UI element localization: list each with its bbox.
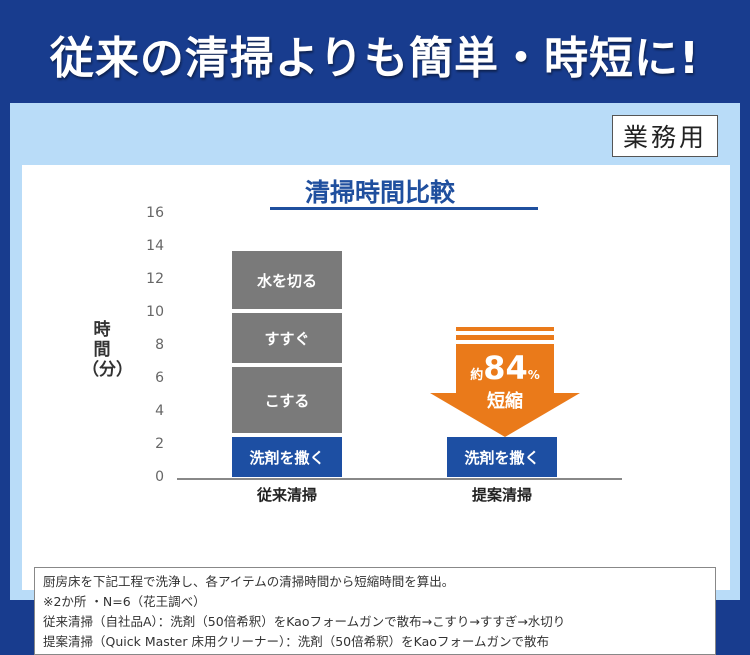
chart-panel: 清掃時間比較 時 間 （分） 16 14 12 10 8 6 4 2 0 洗剤を… — [22, 165, 730, 655]
bar-segment-scrub: こする — [232, 367, 342, 433]
y-tick: 14 — [146, 238, 164, 254]
chart-title-underline — [270, 207, 538, 210]
content-panel: 業務用 清掃時間比較 時 間 （分） 16 14 12 10 8 6 4 2 0… — [10, 103, 740, 655]
bar-segment-squeegee: 水を切る — [232, 251, 342, 309]
chart-title: 清掃時間比較 — [304, 178, 455, 207]
y-tick: 8 — [155, 337, 164, 353]
reduction-arrow-icon: 約84% 短縮 — [430, 325, 580, 440]
y-tick: 10 — [146, 304, 164, 320]
arrow-shape — [430, 344, 580, 437]
x-label-conventional: 従来清掃 — [256, 486, 317, 504]
x-label-proposed: 提案清掃 — [471, 486, 532, 504]
y-axis-label: 時 間 （分） — [82, 320, 133, 380]
y-tick: 0 — [155, 469, 164, 485]
y-tick: 12 — [146, 271, 164, 287]
note-line: 従来清掃（自社品A）：洗剤（50倍希釈）をKaoフォームガンで散布→こすり→すす… — [43, 614, 566, 629]
bar-segment-rinse: すすぐ — [232, 313, 342, 363]
reduction-percent: 約84% — [470, 349, 540, 387]
bar-segment-spray-proposed: 洗剤を撒く — [447, 437, 557, 477]
y-tick: 6 — [155, 370, 164, 386]
x-axis-line — [177, 478, 622, 480]
footnotes: 厨房床を下記工程で洗浄し、各アイテムの清掃時間から短縮時間を算出。 ※2か所 ・… — [34, 567, 716, 655]
page-title: 従来の清掃よりも簡単・時短に! — [49, 33, 701, 84]
note-line: 提案清掃（Quick Master 床用クリーナー）：洗剤（50倍希釈）をKao… — [43, 634, 550, 649]
y-tick: 16 — [146, 205, 164, 221]
y-tick: 4 — [155, 403, 164, 419]
business-use-badge: 業務用 — [611, 115, 718, 157]
reduction-label: 短縮 — [487, 391, 523, 412]
bar-segment-spray: 洗剤を撒く — [232, 437, 342, 477]
y-tick: 2 — [155, 436, 164, 452]
note-line: ※2か所 ・N=6（花王調べ） — [43, 594, 206, 609]
note-line: 厨房床を下記工程で洗浄し、各アイテムの清掃時間から短縮時間を算出。 — [43, 574, 455, 589]
